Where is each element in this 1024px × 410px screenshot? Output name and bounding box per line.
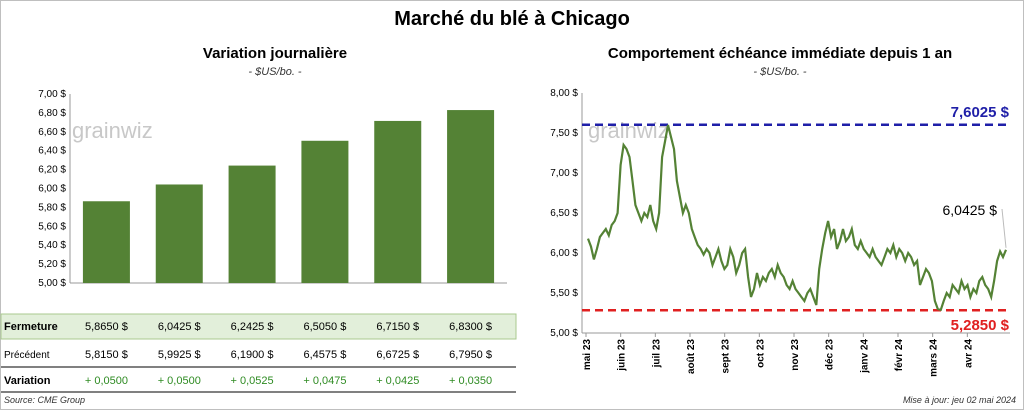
update-note: Mise à jour: jeu 02 mai 2024: [902, 395, 1016, 405]
bar-y-tick: 5,40 $: [38, 240, 66, 251]
bar: [374, 120, 422, 284]
line-y-tick: 7,00 $: [550, 168, 578, 179]
line-x-tick: janv 24: [859, 339, 870, 374]
line-chart-unit: - $US/bo. -: [753, 66, 807, 78]
bar-y-tick: 5,60 $: [38, 221, 66, 232]
line-x-tick: avr 24: [963, 339, 974, 368]
line-x-tick: sept 23: [721, 339, 732, 374]
line-y-tick: 8,00 $: [550, 88, 578, 99]
bar-y-tick: 6,60 $: [38, 127, 66, 138]
bar-chart: grainwiz 5,00 $ 5,20 $ 5,40 $ 5,60 $ 5,80 $ 6…: [38, 89, 507, 300]
bar: [228, 165, 276, 283]
bar-y-tick: 5,20 $: [38, 259, 66, 270]
bar-y-tick: 5,00 $: [38, 278, 66, 289]
line-x-tick: déc 23: [825, 339, 836, 371]
bar-y-tick: 5,80 $: [38, 202, 66, 213]
line-x-tick: mars 24: [929, 339, 940, 377]
line-chart: grainwiz 5,00 $ 5,50 $ 6,00 $ 6,50 $ 7,00 $ 7…: [550, 88, 1010, 377]
line-y-tick: 5,50 $: [550, 288, 578, 299]
bar-watermark: grainwiz: [72, 118, 153, 143]
bar: [447, 110, 495, 283]
line-x-tick: juil 23: [651, 339, 662, 369]
last-value-leader: [1001, 208, 1007, 248]
bar: [301, 140, 349, 283]
bar-category-label: mai 24: [89, 299, 124, 300]
line-y-tick: 6,50 $: [550, 208, 578, 219]
line-x-tick: févr 24: [894, 339, 905, 372]
series-line: [586, 124, 1008, 312]
bar-y-tick: 6,80 $: [38, 108, 66, 119]
line-x-tick: août 23: [686, 339, 697, 374]
line-y-tick: 6,00 $: [550, 248, 578, 259]
line-watermark: grainwiz: [588, 118, 669, 143]
bar-category-label: mars 25: [377, 299, 419, 300]
bar-chart-title: Variation journalière: [202, 45, 348, 62]
bar: [82, 201, 130, 283]
line-x-tick: mai 23: [582, 339, 593, 371]
source-note: Source: CME Group: [4, 395, 86, 405]
main-title: Marché du blé à Chicago: [394, 8, 630, 30]
bar-category-label: déc 24: [308, 299, 343, 300]
bar: [155, 184, 203, 283]
line-y-tick: 7,50 $: [550, 128, 578, 139]
bar-y-tick: 7,00 $: [38, 89, 66, 100]
bar-y-tick: 6,00 $: [38, 184, 66, 195]
line-chart-title: Comportement échéance immédiate depuis 1…: [607, 45, 953, 62]
line-x-tick: nov 23: [790, 339, 801, 371]
bar-category-label: sept 24: [233, 299, 272, 300]
max-label: 7,6025 $: [951, 104, 1010, 121]
line-x-tick: juin 23: [617, 339, 628, 372]
bar-chart-unit: - $US/bo. -: [248, 66, 302, 78]
line-x-tick: oct 23: [755, 339, 766, 368]
bar-category-label: mai 25: [453, 299, 487, 300]
line-y-tick: 5,00 $: [550, 328, 578, 339]
bar-y-tick: 6,40 $: [38, 146, 66, 157]
min-label: 5,2850 $: [951, 317, 1010, 334]
last-value-label: 6,0425 $: [943, 202, 998, 218]
bar-category-label: juil 24: [163, 299, 196, 300]
bar-y-tick: 6,20 $: [38, 165, 66, 176]
